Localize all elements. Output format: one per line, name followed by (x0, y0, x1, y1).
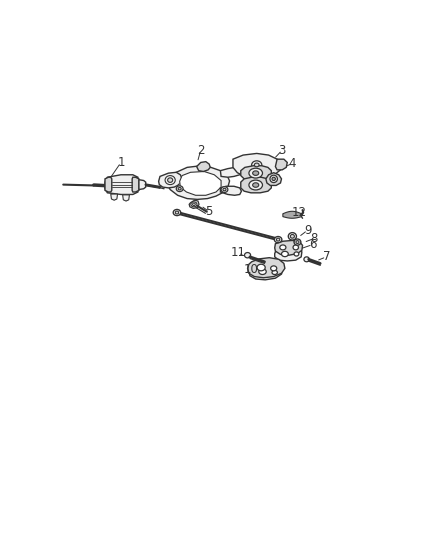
Text: 8: 8 (311, 232, 318, 245)
Polygon shape (233, 154, 282, 177)
Ellipse shape (249, 168, 262, 178)
Text: 5: 5 (205, 205, 213, 218)
Polygon shape (275, 240, 303, 255)
Ellipse shape (280, 245, 286, 250)
Polygon shape (189, 200, 199, 208)
Ellipse shape (173, 209, 181, 216)
Text: 12: 12 (292, 206, 307, 219)
Ellipse shape (274, 237, 282, 243)
Polygon shape (266, 173, 282, 185)
Ellipse shape (282, 252, 288, 257)
Polygon shape (283, 211, 301, 219)
Ellipse shape (294, 239, 301, 245)
Text: 9: 9 (304, 224, 311, 237)
Ellipse shape (304, 257, 309, 262)
Polygon shape (123, 195, 130, 201)
Ellipse shape (244, 253, 251, 258)
Ellipse shape (254, 163, 259, 167)
Polygon shape (111, 194, 117, 200)
Ellipse shape (178, 188, 181, 190)
Ellipse shape (253, 171, 259, 175)
Polygon shape (105, 177, 112, 192)
Ellipse shape (272, 270, 277, 274)
Ellipse shape (176, 186, 183, 191)
Polygon shape (249, 263, 282, 280)
Ellipse shape (288, 232, 297, 240)
Polygon shape (180, 172, 221, 195)
Polygon shape (159, 172, 182, 188)
Polygon shape (139, 180, 146, 190)
Polygon shape (247, 257, 285, 278)
Text: 10: 10 (244, 263, 258, 276)
Ellipse shape (272, 177, 276, 181)
Polygon shape (132, 177, 139, 192)
Ellipse shape (249, 180, 262, 190)
Text: 4: 4 (289, 157, 296, 170)
Ellipse shape (191, 202, 197, 207)
Ellipse shape (276, 238, 280, 241)
Ellipse shape (294, 252, 299, 256)
Ellipse shape (253, 183, 259, 187)
Ellipse shape (293, 245, 298, 250)
Ellipse shape (175, 211, 179, 214)
Text: 3: 3 (279, 144, 286, 157)
Ellipse shape (257, 264, 265, 271)
Ellipse shape (251, 161, 262, 169)
Polygon shape (220, 167, 241, 177)
Text: 11: 11 (230, 246, 246, 259)
Text: 2: 2 (197, 144, 205, 157)
Ellipse shape (259, 269, 266, 274)
Polygon shape (167, 166, 230, 199)
Ellipse shape (271, 266, 277, 271)
Polygon shape (197, 161, 210, 172)
Polygon shape (241, 177, 271, 193)
Ellipse shape (165, 175, 175, 184)
Polygon shape (276, 159, 287, 170)
Text: 6: 6 (309, 238, 317, 251)
Text: 1: 1 (117, 156, 125, 169)
Ellipse shape (193, 203, 195, 206)
Ellipse shape (168, 178, 173, 182)
Ellipse shape (223, 188, 226, 191)
Text: 7: 7 (322, 251, 330, 263)
Ellipse shape (296, 240, 299, 244)
Ellipse shape (221, 187, 228, 192)
Polygon shape (275, 247, 302, 261)
Ellipse shape (290, 235, 294, 238)
Polygon shape (220, 186, 241, 195)
Polygon shape (105, 175, 138, 195)
Polygon shape (241, 166, 271, 181)
Ellipse shape (270, 175, 277, 183)
